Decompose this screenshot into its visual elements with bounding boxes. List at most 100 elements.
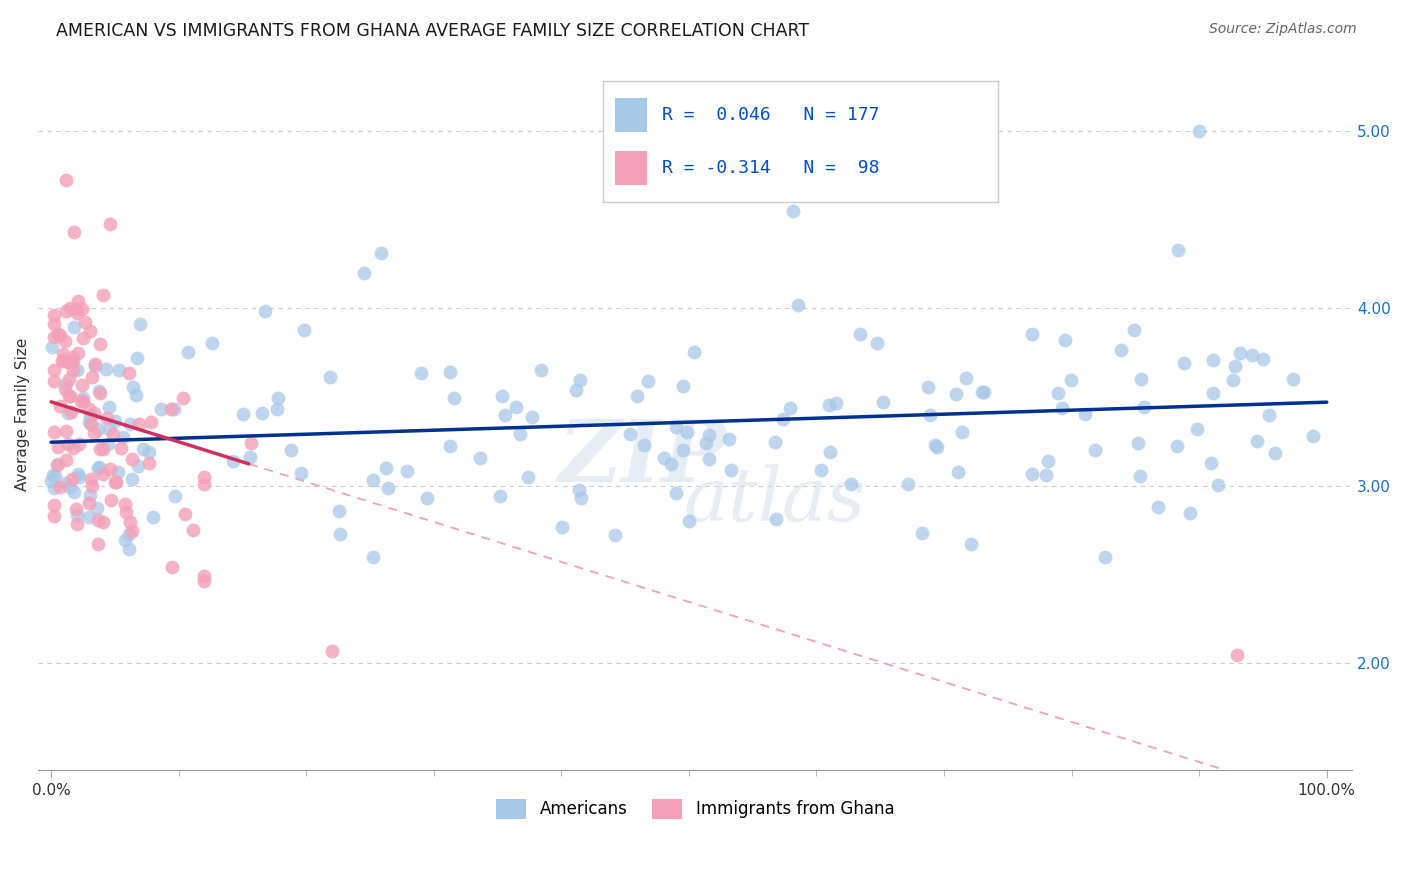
Point <box>118 541 141 556</box>
Point <box>172 391 194 405</box>
Point <box>676 425 699 439</box>
Point <box>193 568 215 582</box>
Point <box>118 366 141 380</box>
Point <box>1173 356 1195 370</box>
Point <box>98 400 121 414</box>
Point <box>59 480 82 494</box>
Point <box>72 331 94 345</box>
Point <box>56 437 79 451</box>
Point <box>48 399 70 413</box>
Point <box>718 432 741 446</box>
Point <box>82 479 104 493</box>
Point <box>98 462 121 476</box>
Point <box>970 385 993 400</box>
Point <box>49 480 72 494</box>
Point <box>1047 385 1070 400</box>
Point <box>820 444 842 458</box>
Point <box>77 415 100 429</box>
Point <box>920 408 942 422</box>
Point <box>1208 477 1230 491</box>
Point <box>266 401 288 416</box>
Point <box>361 473 384 487</box>
Point <box>193 469 215 483</box>
Point <box>370 246 392 260</box>
Text: Source: ZipAtlas.com: Source: ZipAtlas.com <box>1209 22 1357 37</box>
Point <box>89 337 111 351</box>
Point <box>63 485 86 500</box>
Point <box>321 644 343 658</box>
Point <box>83 425 105 440</box>
Point <box>564 383 586 397</box>
Point <box>872 395 894 409</box>
Point <box>254 303 277 318</box>
Point <box>1052 401 1074 415</box>
Point <box>55 304 77 318</box>
Point <box>91 467 114 481</box>
Point <box>121 472 143 486</box>
Point <box>763 435 786 450</box>
Point <box>664 486 686 500</box>
Point <box>72 392 94 406</box>
Point <box>65 508 87 523</box>
Point <box>619 427 641 442</box>
Point <box>62 354 84 368</box>
Point <box>46 326 69 341</box>
Point <box>56 406 79 420</box>
Point <box>290 467 312 481</box>
Point <box>120 417 142 432</box>
Point <box>439 366 461 380</box>
Point <box>118 515 141 529</box>
Point <box>1035 467 1057 482</box>
Point <box>42 509 65 524</box>
Point <box>132 442 155 456</box>
Point <box>63 225 86 239</box>
Point <box>181 524 204 538</box>
Point <box>139 415 162 429</box>
Point <box>65 305 87 319</box>
Point <box>60 472 83 486</box>
Point <box>160 402 183 417</box>
Point <box>127 458 149 473</box>
Point <box>1021 327 1043 342</box>
Point <box>1094 549 1116 564</box>
Point <box>55 173 77 187</box>
Point <box>51 353 73 368</box>
Point <box>117 527 139 541</box>
Point <box>41 340 63 354</box>
Point <box>948 465 970 479</box>
Point <box>55 353 77 368</box>
Point <box>62 441 84 455</box>
Text: ZIP: ZIP <box>558 416 727 500</box>
Point <box>66 467 89 481</box>
Point <box>59 405 82 419</box>
Point <box>294 323 316 337</box>
Point <box>55 475 77 490</box>
Point <box>945 386 967 401</box>
Point <box>86 461 108 475</box>
Point <box>1073 407 1095 421</box>
Point <box>87 384 110 399</box>
Point <box>924 437 946 451</box>
Point <box>955 370 977 384</box>
Point <box>77 496 100 510</box>
Point <box>122 379 145 393</box>
Point <box>1038 454 1060 468</box>
Point <box>652 451 675 466</box>
Point <box>69 393 91 408</box>
Point <box>97 436 120 450</box>
Point <box>925 440 948 454</box>
Point <box>46 440 69 454</box>
Point <box>1147 500 1170 514</box>
Point <box>505 400 527 414</box>
Point <box>97 422 120 436</box>
Point <box>637 374 659 388</box>
Point <box>782 203 804 218</box>
Point <box>396 464 419 478</box>
Point <box>138 445 160 459</box>
Point <box>162 401 184 416</box>
Point <box>72 302 94 317</box>
Point <box>1128 435 1150 450</box>
Point <box>42 481 65 495</box>
Point <box>67 469 90 483</box>
Point <box>374 461 396 475</box>
